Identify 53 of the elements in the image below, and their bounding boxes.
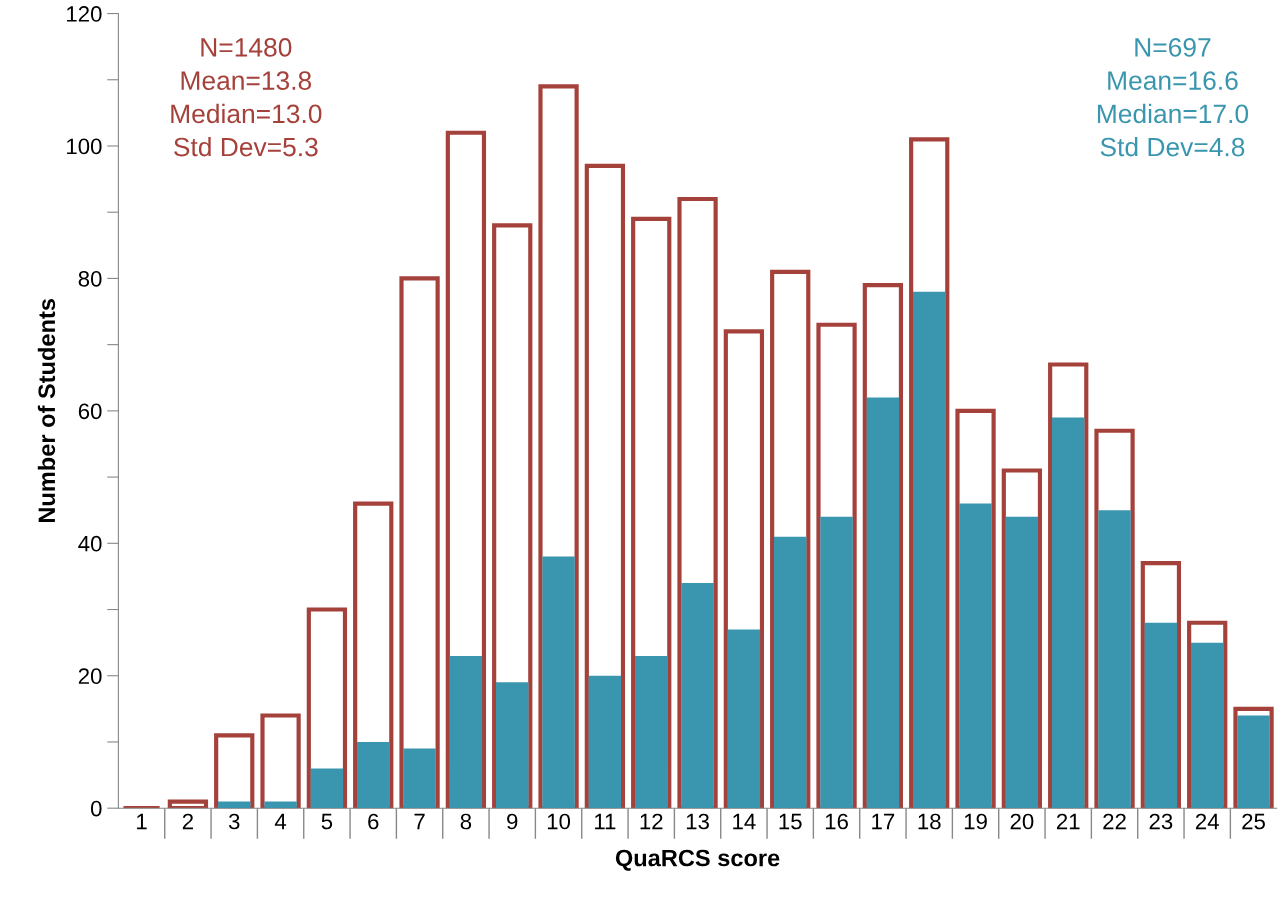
x-tick-label: 4 <box>274 813 287 830</box>
bar <box>635 655 668 809</box>
x-tick-label: 21 <box>1056 813 1080 830</box>
bar <box>542 556 575 809</box>
bar <box>681 583 714 809</box>
x-tick-label: 13 <box>686 813 709 830</box>
y-tick-label: 100 <box>67 138 102 155</box>
x-tick-label: 15 <box>779 813 802 830</box>
x-tick-label: 8 <box>460 813 472 830</box>
bar <box>1051 417 1085 809</box>
y-tick-label: 120 <box>67 6 102 22</box>
bar <box>913 291 946 809</box>
x-tick-label: 1 <box>137 813 147 830</box>
x-tick-label: 25 <box>1242 813 1265 830</box>
x-tick-label: 17 <box>872 813 895 830</box>
bar <box>496 682 529 809</box>
x-tick-label: 23 <box>1149 813 1173 830</box>
x-tick-label: 10 <box>547 813 571 830</box>
x-tick-label: 6 <box>368 813 379 830</box>
x-tick-label: 14 <box>733 813 756 830</box>
x-tick-label: 5 <box>321 813 333 830</box>
x-tick-label: 2 <box>182 813 193 830</box>
annotation: N=697 Mean=16.6 Median=17.0 Std Dev=4.8 <box>1097 38 1249 157</box>
y-tick-label: 0 <box>90 800 102 817</box>
bar <box>264 801 297 809</box>
x-tick-label: 3 <box>228 813 240 830</box>
y-tick-label: 80 <box>78 270 102 287</box>
x-tick-label: 7 <box>414 813 425 830</box>
x-tick-label: 9 <box>507 813 518 830</box>
bar <box>959 503 992 809</box>
bar <box>588 675 622 809</box>
x-tick-label: 22 <box>1103 813 1126 830</box>
x-tick-label: 11 <box>595 813 616 830</box>
bar <box>820 516 853 809</box>
bar <box>449 655 483 809</box>
bar <box>774 536 807 809</box>
x-tick-label: 12 <box>640 813 663 830</box>
annotation: N=1480 Mean=13.8 Median=13.0 Std Dev=5.3 <box>171 38 322 157</box>
x-tick-label: 16 <box>825 813 848 830</box>
y-tick-label: 60 <box>78 403 102 420</box>
y-tick-label: 40 <box>78 535 102 552</box>
bar <box>1098 510 1131 809</box>
y-axis-title: Number of Students <box>37 299 56 523</box>
y-tick-label: 20 <box>78 668 102 685</box>
x-axis-title: QuaRCS score <box>615 849 780 871</box>
bar <box>403 748 436 809</box>
x-tick-label: 19 <box>964 813 987 830</box>
x-tick-label: 18 <box>918 813 941 830</box>
x-tick-label: 20 <box>1010 813 1034 830</box>
x-tick-label: 24 <box>1195 813 1219 830</box>
bar <box>310 768 344 809</box>
bar <box>357 741 390 809</box>
bar <box>1190 642 1224 809</box>
